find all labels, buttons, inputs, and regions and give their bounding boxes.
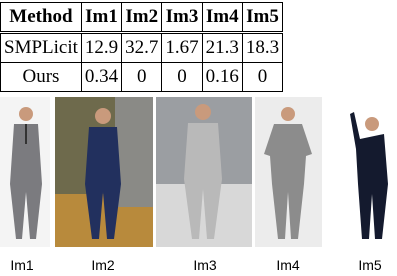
header-cell: Im3 [162, 3, 202, 33]
cell: 0.16 [202, 63, 242, 92]
cell: 0 [162, 63, 202, 92]
image-label: Im4 [276, 257, 300, 273]
photo [255, 97, 322, 247]
image-label: Im5 [358, 257, 382, 273]
cell: 0 [122, 63, 162, 92]
cell: 0.34 [81, 63, 121, 92]
image-label: Im3 [193, 257, 217, 273]
photo [55, 97, 153, 247]
header-cell: Im2 [122, 3, 162, 33]
figure: MethodIm1Im2Im3Im4Im5SMPLicit12.932.71.6… [0, 0, 397, 276]
image-strip: Im1 Im2 Im3 Im4 Im5 [0, 94, 397, 276]
image-label: Im2 [91, 257, 115, 273]
photo [0, 97, 50, 247]
header-cell: Im4 [202, 3, 242, 33]
cell: SMPLicit [1, 33, 82, 63]
cell: 12.9 [81, 33, 121, 63]
cell: 21.3 [202, 33, 242, 63]
cell: 0 [242, 63, 282, 92]
header-cell: Im1 [81, 3, 121, 33]
cell: Ours [1, 63, 82, 92]
photo [156, 97, 252, 247]
header-cell: Im5 [242, 3, 282, 33]
photo [350, 112, 388, 239]
cell: 32.7 [122, 33, 162, 63]
header-cell: Method [1, 3, 82, 33]
cell: 18.3 [242, 33, 282, 63]
image-label: Im1 [10, 257, 34, 273]
cell: 1.67 [162, 33, 202, 63]
